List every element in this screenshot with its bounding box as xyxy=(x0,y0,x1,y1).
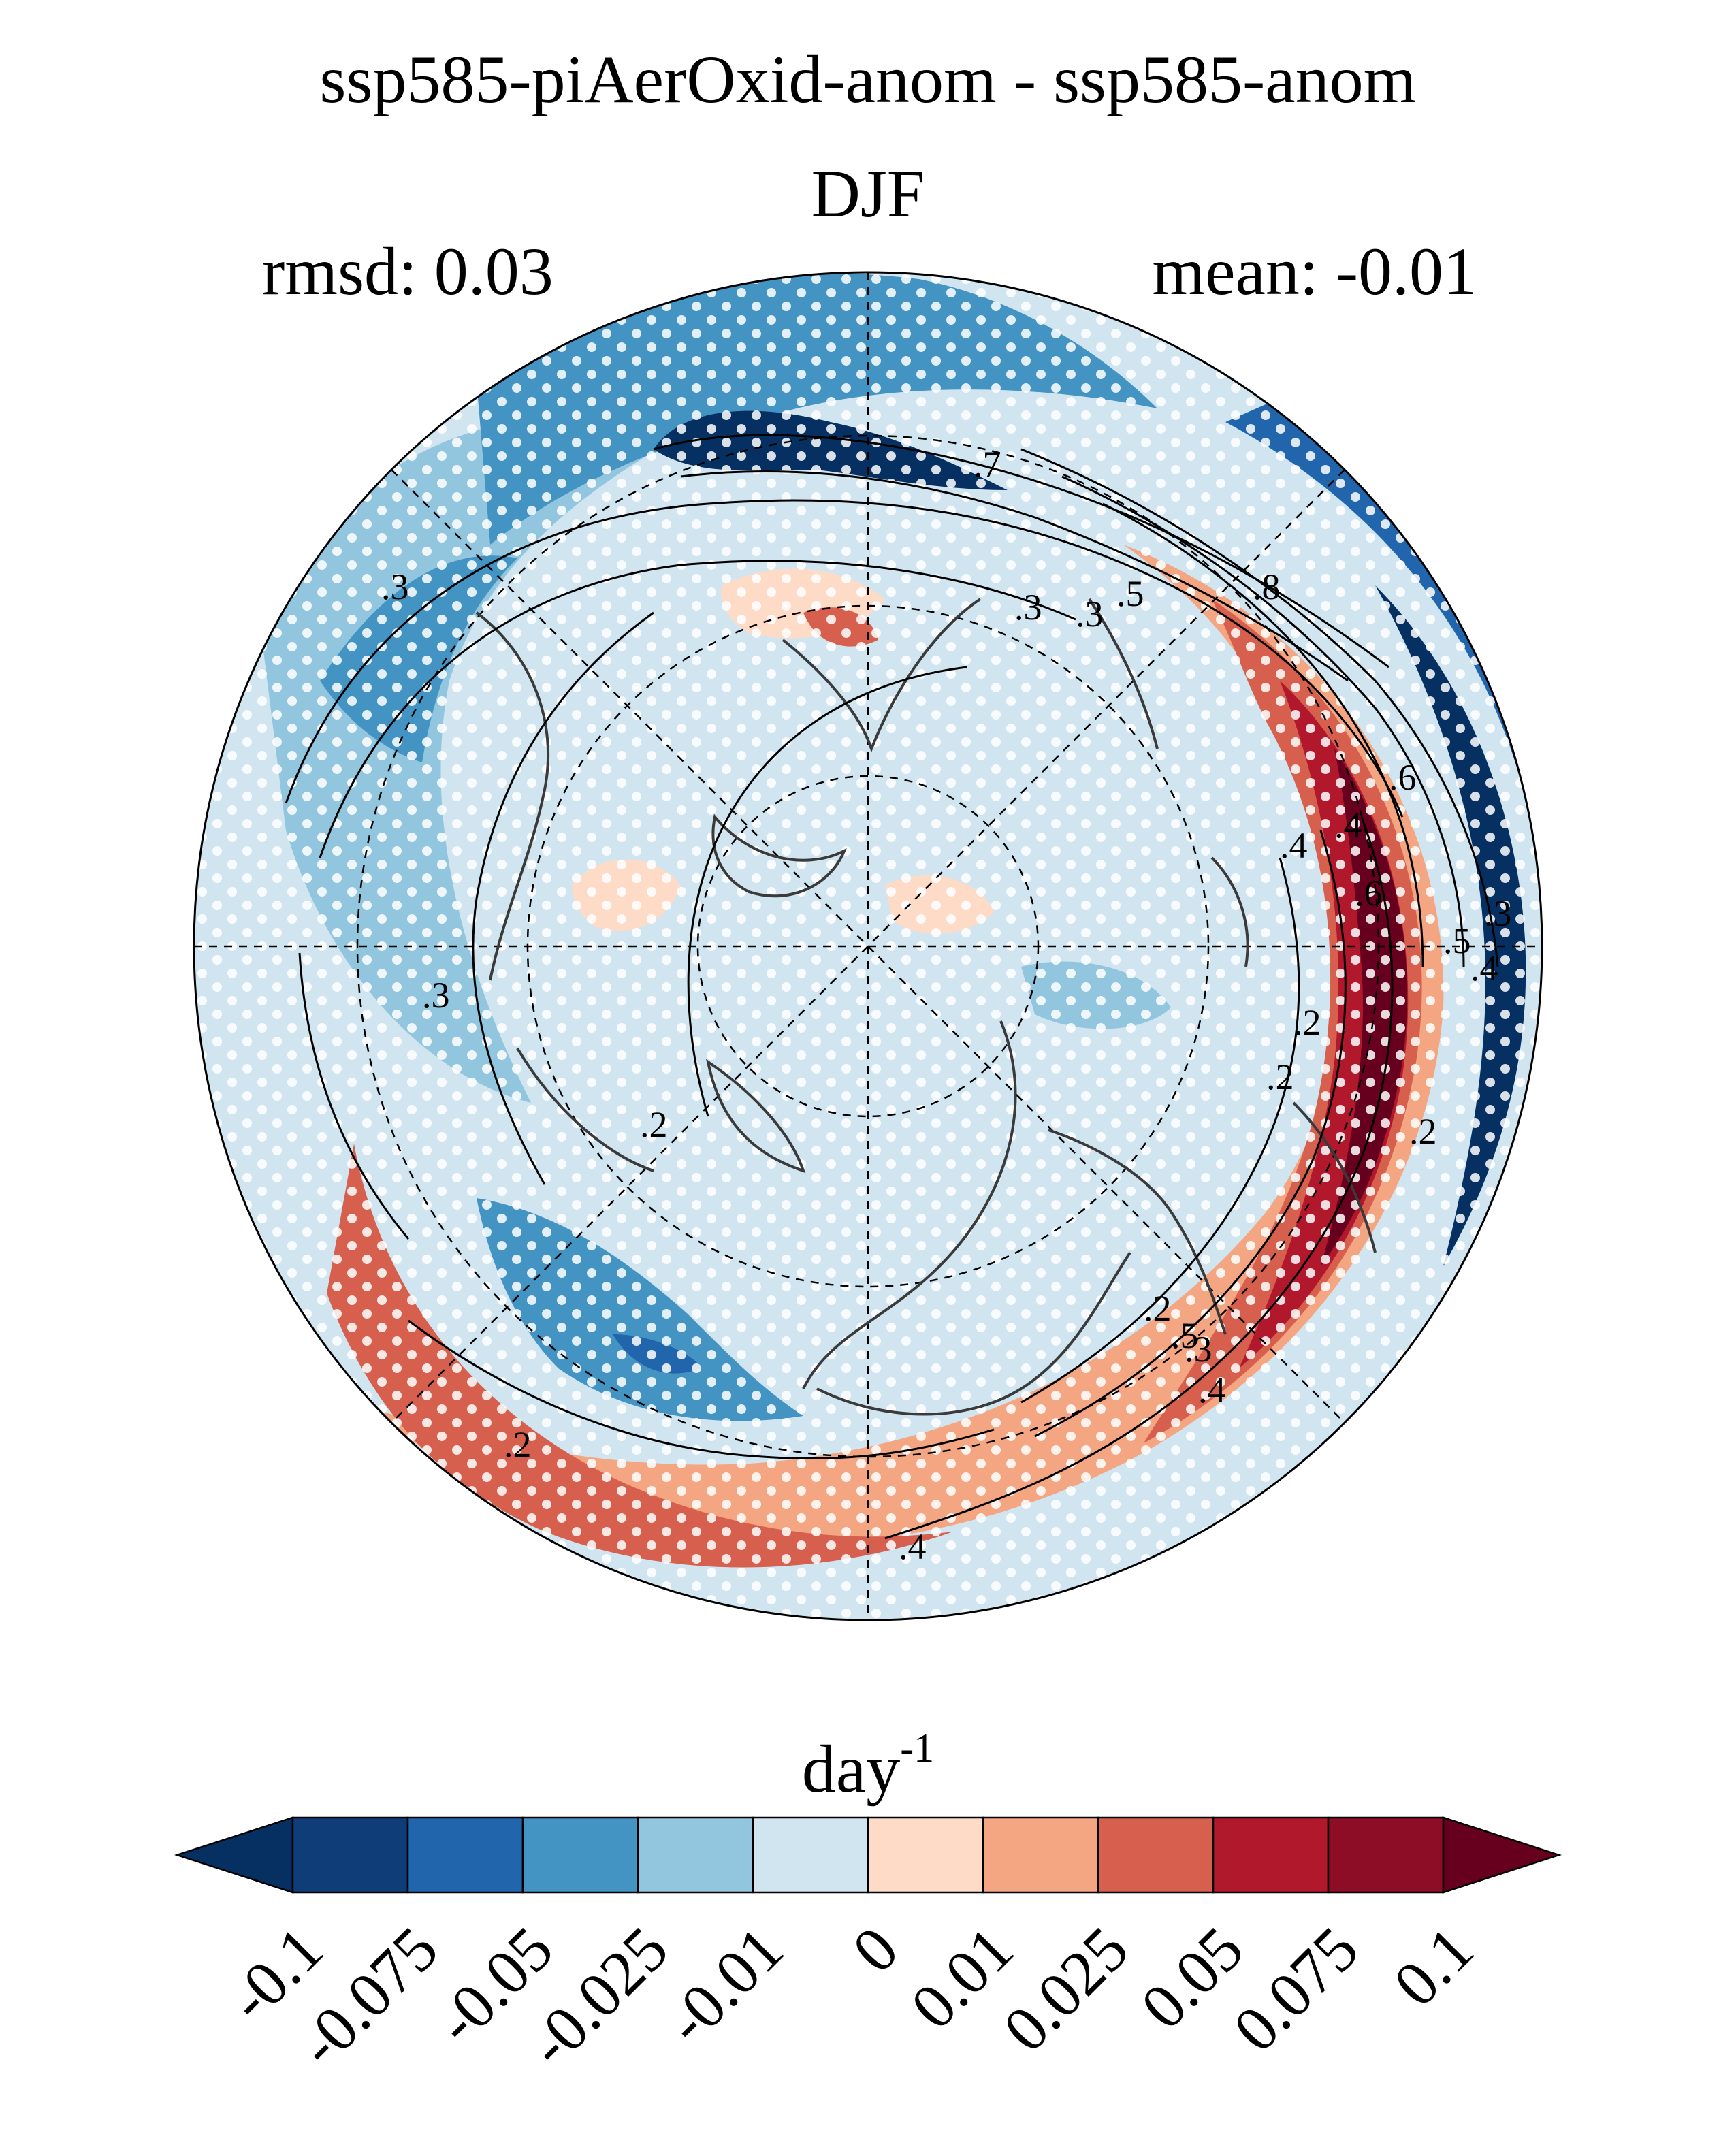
contour-label: .6 xyxy=(1355,873,1383,914)
colorbar-cell xyxy=(521,1816,639,1894)
contour-label: .3 xyxy=(422,975,450,1016)
colorbar-cell xyxy=(1327,1816,1445,1894)
contour-label: .2 xyxy=(504,1424,532,1465)
colorbar-tick-labels: -0.1-0.075-0.05-0.025-0.01 00.010.0250.05… xyxy=(215,1914,1488,2080)
contour-label: .2 xyxy=(1144,1288,1172,1329)
colorbar-cell xyxy=(752,1816,869,1894)
colorbar-cells xyxy=(174,1816,1562,1894)
contour-label: .8 xyxy=(1253,566,1281,607)
mean-stat: mean: -0.01 xyxy=(1152,233,1477,309)
contour-labels: .7 .3 .3 .5 .8 .6 .4 .4 .6 .5 .4 .2 .2 .… xyxy=(381,444,1512,1567)
colorbar-tick-label: 0.025 xyxy=(990,1914,1142,2065)
colorbar-unit: day xyxy=(802,1731,900,1807)
contour-label: .2 xyxy=(1266,1056,1294,1097)
map-field: .7 .3 .3 .5 .8 .6 .4 .4 .6 .5 .4 .2 .2 .… xyxy=(194,272,1542,1620)
colorbar-tick-label: 0.075 xyxy=(1220,1914,1372,2065)
season-subtitle: DJF xyxy=(811,156,925,231)
map-border xyxy=(193,271,1543,1621)
contour-label: .3 xyxy=(1484,893,1512,934)
contour-label: .3 xyxy=(1185,1329,1212,1370)
contour-label: .2 xyxy=(640,1104,668,1145)
contour-label: .4 xyxy=(1334,805,1362,845)
rmsd-stat: rmsd: 0.03 xyxy=(262,233,553,309)
graticule xyxy=(194,272,1542,1620)
colorbar: day-1 -0.1-0.075-0.05-0.025-0.01 00.010.0… xyxy=(174,1726,1562,2080)
colorbar-tick-label: 0 xyxy=(839,1914,912,1986)
coastlines xyxy=(475,598,1377,1416)
contour-label: .5 xyxy=(1443,920,1471,961)
colorbar-extend-min xyxy=(174,1816,294,1894)
colorbar-cell xyxy=(1097,1816,1215,1894)
chart-title: ssp585-piAerOxid-anom - ssp585-anom xyxy=(320,42,1417,117)
contour-lines xyxy=(285,434,1499,1540)
colorbar-cell xyxy=(982,1816,1099,1894)
contour-label: .3 xyxy=(1014,587,1042,628)
colorbar-cell xyxy=(637,1816,754,1894)
contour-label: .6 xyxy=(1389,757,1417,798)
contour-label: .2 xyxy=(1293,1002,1321,1043)
colorbar-tick-label: 0.1 xyxy=(1381,1914,1488,2020)
colorbar-unit-exponent: -1 xyxy=(900,1726,934,1771)
contour-label: .4 xyxy=(1280,825,1308,866)
contour-label: .5 xyxy=(1171,1315,1199,1356)
contour-label: .4 xyxy=(1198,1370,1226,1410)
colorbar-cell xyxy=(867,1816,984,1894)
contour-label: .4 xyxy=(899,1526,927,1567)
contour-label: .2 xyxy=(1409,1111,1437,1152)
colorbar-tick-label: -0.01 xyxy=(652,1914,797,2058)
contour-label: .7 xyxy=(974,444,1001,485)
colorbar-extend-max xyxy=(1442,1816,1562,1894)
contour-label: .4 xyxy=(1470,948,1498,988)
colorbar-cell xyxy=(406,1816,524,1894)
polar-map: .7 .3 .3 .5 .8 .6 .4 .4 .6 .5 .4 .2 .2 .… xyxy=(193,271,1543,1621)
colorbar-cell xyxy=(1212,1816,1330,1894)
colorbar-title: day-1 xyxy=(802,1726,934,1807)
contour-label: .3 xyxy=(381,566,409,607)
colorbar-cell xyxy=(291,1816,409,1894)
contour-label: .5 xyxy=(1116,573,1144,614)
contour-label: .3 xyxy=(1076,594,1104,634)
